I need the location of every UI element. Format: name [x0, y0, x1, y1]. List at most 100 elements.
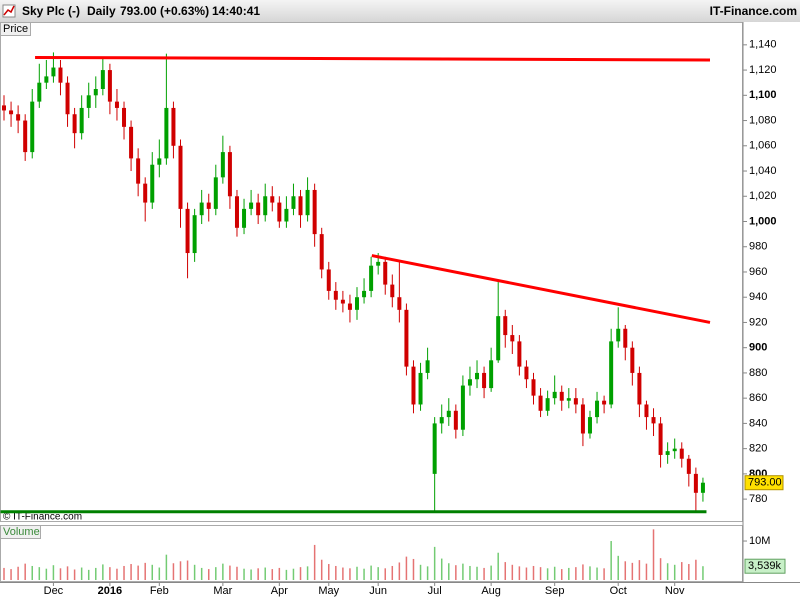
- candle-body: [213, 177, 218, 209]
- volume-bar: [342, 567, 344, 580]
- candle-body: [418, 372, 423, 405]
- candle-body: [376, 261, 381, 266]
- volume-bar: [186, 560, 189, 580]
- trend-line: [371, 254, 711, 324]
- candle-body: [355, 297, 359, 310]
- volume-bar: [102, 564, 104, 580]
- candle-body: [72, 114, 77, 134]
- candle-body: [623, 328, 628, 348]
- volume-bar: [151, 564, 154, 580]
- candle-body: [291, 196, 296, 209]
- volume-bar: [476, 566, 478, 580]
- volume-bar: [440, 558, 443, 580]
- volume-bar: [320, 559, 323, 580]
- volume-bar: [306, 566, 309, 580]
- candle-body: [157, 158, 162, 165]
- candle-body: [340, 299, 345, 304]
- volume-bar: [335, 565, 337, 580]
- candle-body: [93, 89, 98, 96]
- x-tick-label: Dec: [44, 585, 64, 597]
- time: 14:40:41: [212, 4, 260, 18]
- volume-bar: [3, 567, 5, 580]
- candle-body: [595, 400, 600, 418]
- volume-bar: [285, 569, 288, 580]
- y-tick-label: 1,040: [749, 165, 777, 177]
- volume-bar: [575, 567, 577, 580]
- candle-body: [580, 404, 585, 434]
- volume-bar: [532, 565, 535, 580]
- volume-bar: [349, 568, 351, 580]
- candle-body: [150, 164, 155, 203]
- y-tick-label: 10M: [749, 535, 770, 547]
- candle-body: [305, 189, 310, 216]
- candle-body: [319, 234, 324, 270]
- candle-body: [496, 316, 501, 361]
- x-tick-label: Sep: [545, 585, 565, 597]
- volume-bar: [483, 567, 485, 580]
- volume-bar: [688, 564, 690, 580]
- volume-bar: [193, 564, 196, 580]
- volume-bar: [292, 568, 295, 580]
- volume-bar: [553, 566, 556, 580]
- volume-bar: [666, 563, 669, 580]
- x-tick-label: Jun: [369, 585, 387, 597]
- candles: [2, 52, 705, 580]
- candle-body: [206, 202, 211, 209]
- candle-body: [489, 360, 494, 389]
- candle-body: [679, 448, 684, 459]
- candle-body: [37, 82, 42, 102]
- y-tick-label: 960: [749, 266, 767, 278]
- volume-bar: [313, 544, 316, 580]
- volume-bar: [328, 564, 330, 580]
- candle-body: [178, 145, 183, 209]
- volume-bar: [215, 567, 217, 580]
- y-tick-label: 940: [749, 291, 767, 303]
- volume-bar: [546, 568, 549, 580]
- volume-bar: [673, 564, 676, 580]
- candle-body: [453, 410, 458, 430]
- volume-bar: [433, 546, 436, 580]
- candle-body: [227, 152, 232, 197]
- volume-bar: [638, 560, 641, 580]
- last-price-label: 793.00: [748, 477, 782, 489]
- volume-bar: [560, 569, 563, 580]
- panel-tab: [0, 22, 31, 36]
- candle-body: [270, 196, 275, 203]
- volume-bar: [17, 566, 19, 580]
- copyright: © IT-Finance.com: [3, 512, 82, 523]
- x-tick-label: Mar: [213, 585, 232, 597]
- volume-bar: [207, 569, 210, 580]
- quote: 793.00 (+0.63%): [120, 4, 209, 18]
- candle-body: [277, 202, 282, 222]
- candle-body: [467, 379, 472, 386]
- candle-body: [545, 398, 550, 411]
- y-tick-label: 880: [749, 367, 767, 379]
- candle-body: [9, 110, 14, 115]
- candle-body: [538, 395, 543, 411]
- last-volume-label: 3,539k: [748, 560, 782, 572]
- volume-bar: [412, 558, 415, 580]
- volume-bar: [59, 568, 62, 580]
- candle-body: [129, 126, 134, 159]
- panel-tab: [0, 525, 41, 539]
- candle-body: [369, 265, 374, 291]
- volume-bar: [137, 565, 139, 580]
- candle-body: [616, 328, 621, 342]
- candle-body: [136, 158, 141, 184]
- candle-body: [390, 284, 395, 298]
- candle-body: [524, 366, 529, 380]
- volume-bar: [391, 565, 394, 580]
- volume-bar: [539, 567, 542, 580]
- candle-body: [107, 70, 112, 102]
- volume-bar: [257, 568, 259, 580]
- candle-body: [86, 95, 91, 108]
- candle-body: [700, 482, 705, 493]
- x-tick-label: Jul: [428, 585, 442, 597]
- header-bar: [0, 0, 800, 22]
- candle-body: [587, 417, 592, 434]
- y-tick-label: 860: [749, 392, 767, 404]
- volume-bar: [377, 567, 379, 580]
- volume-bar: [497, 552, 499, 580]
- candle-body: [397, 297, 402, 310]
- candle-body: [517, 341, 522, 367]
